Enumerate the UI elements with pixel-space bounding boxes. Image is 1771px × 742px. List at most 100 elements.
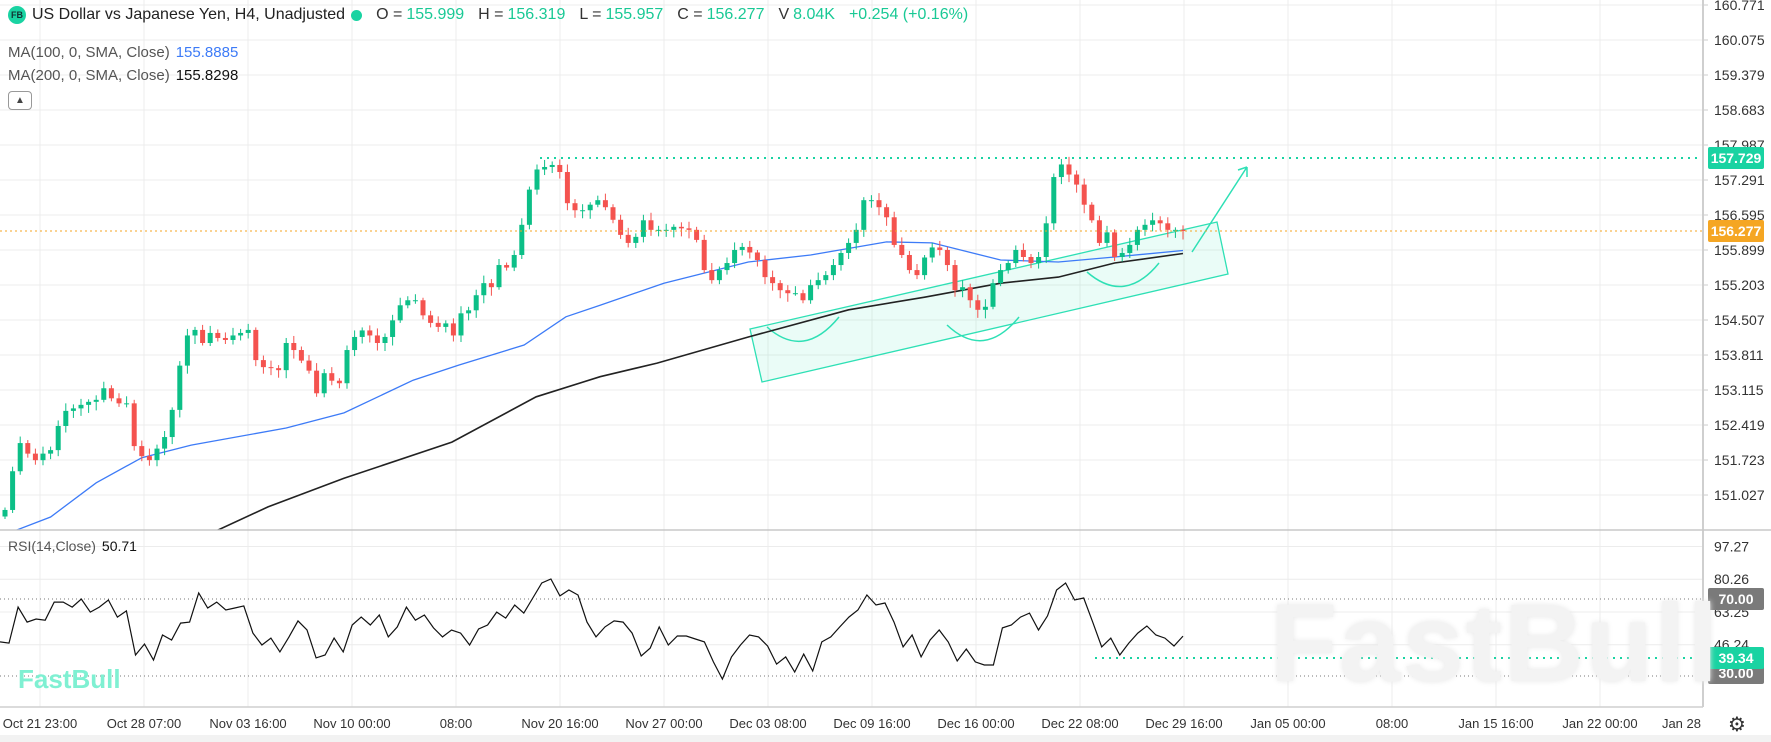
rsi-overbought-badge [1708,588,1764,610]
candle-up [542,166,548,170]
candle-down [701,239,707,271]
candle-up [853,229,859,243]
candle-down [1165,223,1171,230]
volume-value: 8.04K [793,6,835,23]
rsi-label: RSI(14,Close) [8,538,96,554]
arc-drawing [946,316,1020,342]
candle-up [671,226,677,230]
candle-up [1142,224,1148,230]
candle-down [914,270,920,276]
candle-up [321,373,327,394]
candle-down [435,322,441,327]
candle-down [222,337,228,340]
ma100-legend[interactable]: MA(100, 0, SMA, Close) 155.8885 [8,44,238,61]
candle-down [131,403,137,447]
candle-up [960,287,966,291]
candle-up [382,336,388,343]
price-levels[interactable] [0,156,1703,232]
last-price-badge [1708,220,1764,243]
rsi-level-badge [1708,647,1764,670]
candle-down [770,277,776,284]
collapse-legend-button[interactable]: ▲ [8,91,32,110]
price-tick-label: 153.115 [1714,382,1764,398]
candle-down [420,300,426,316]
candle-down [618,219,624,235]
candle-down [367,330,373,336]
price-tick-label: 153.811 [1714,347,1764,363]
ma200-value: 155.8298 [175,67,239,84]
candle-down [648,220,654,230]
candle-up [1005,263,1011,271]
price-tick-label: 155.203 [1714,277,1765,293]
arc-drawing [766,316,840,342]
candle-down [116,398,122,404]
high-value: 156.319 [507,6,566,23]
price-tick-label: 156.595 [1714,207,1765,223]
candle-up [481,283,487,296]
fb-logo-icon: FB [8,6,26,24]
candle-up [466,310,472,314]
candle-up [177,365,183,410]
candle-up [580,210,586,212]
time-tick-label: Jan 22 00:00 [1562,716,1637,731]
candle-down [686,228,692,230]
candle-up [1127,244,1133,253]
volume-label: V [778,6,790,23]
candle-down [450,323,456,336]
candle-down [678,226,684,229]
candle-down [276,368,282,371]
candle-up [48,450,54,454]
ma200-legend[interactable]: MA(200, 0, SMA, Close) 155.8298 [8,67,238,84]
candle-down [625,234,631,243]
low-label: L = [579,6,602,23]
candle-up [663,229,669,231]
candle-up [656,229,662,231]
candle-up [792,293,798,295]
candle-up [2,509,8,517]
candle-up [838,252,844,266]
candle-down [899,244,905,255]
candle-up [283,342,289,371]
time-tick-label: Nov 10 00:00 [313,716,390,731]
rsi-value: 50.71 [101,538,137,554]
candle-up [1013,249,1019,264]
time-tick-label: Dec 03 08:00 [729,716,806,731]
candle-up [443,323,449,327]
drawings-layer[interactable] [749,166,1248,383]
chevron-up-icon: ▲ [15,95,25,106]
candle-down [504,265,510,268]
candle-up [1051,177,1057,224]
settings-gear-icon[interactable]: ⚙ [1728,714,1746,736]
horizontal-level-badge [1708,146,1764,169]
price-tick-label: 160.771 [1714,0,1765,13]
time-tick-label: Dec 29 16:00 [1145,716,1222,731]
candle-up [1104,232,1110,243]
rsi-legend[interactable]: RSI(14,Close) 50.71 [8,538,137,554]
candle-up [1134,229,1140,245]
candle-up [633,236,639,243]
candle-down [329,373,335,381]
candle-down [1020,249,1026,258]
candle-down [975,300,981,310]
candle-up [1119,252,1125,258]
candle-down [215,332,221,338]
candle-up [1172,229,1178,231]
time-tick-label: Dec 09 16:00 [833,716,910,731]
candle-down [298,350,304,361]
candle-down [428,315,434,323]
market-status-icon [351,9,363,21]
rsi-pane [0,578,1703,681]
candle-down [610,207,616,220]
candle-up [63,410,69,426]
candle-up [739,246,745,250]
open-value: 155.999 [406,6,465,23]
candle-up [861,200,867,230]
arc-drawing [1086,262,1160,288]
ma200-line [216,252,1184,530]
candle-up [344,350,350,384]
candle-down [260,360,266,368]
candle-down [1157,220,1163,224]
candle-down [1096,220,1102,243]
close-label: C = [677,6,703,23]
